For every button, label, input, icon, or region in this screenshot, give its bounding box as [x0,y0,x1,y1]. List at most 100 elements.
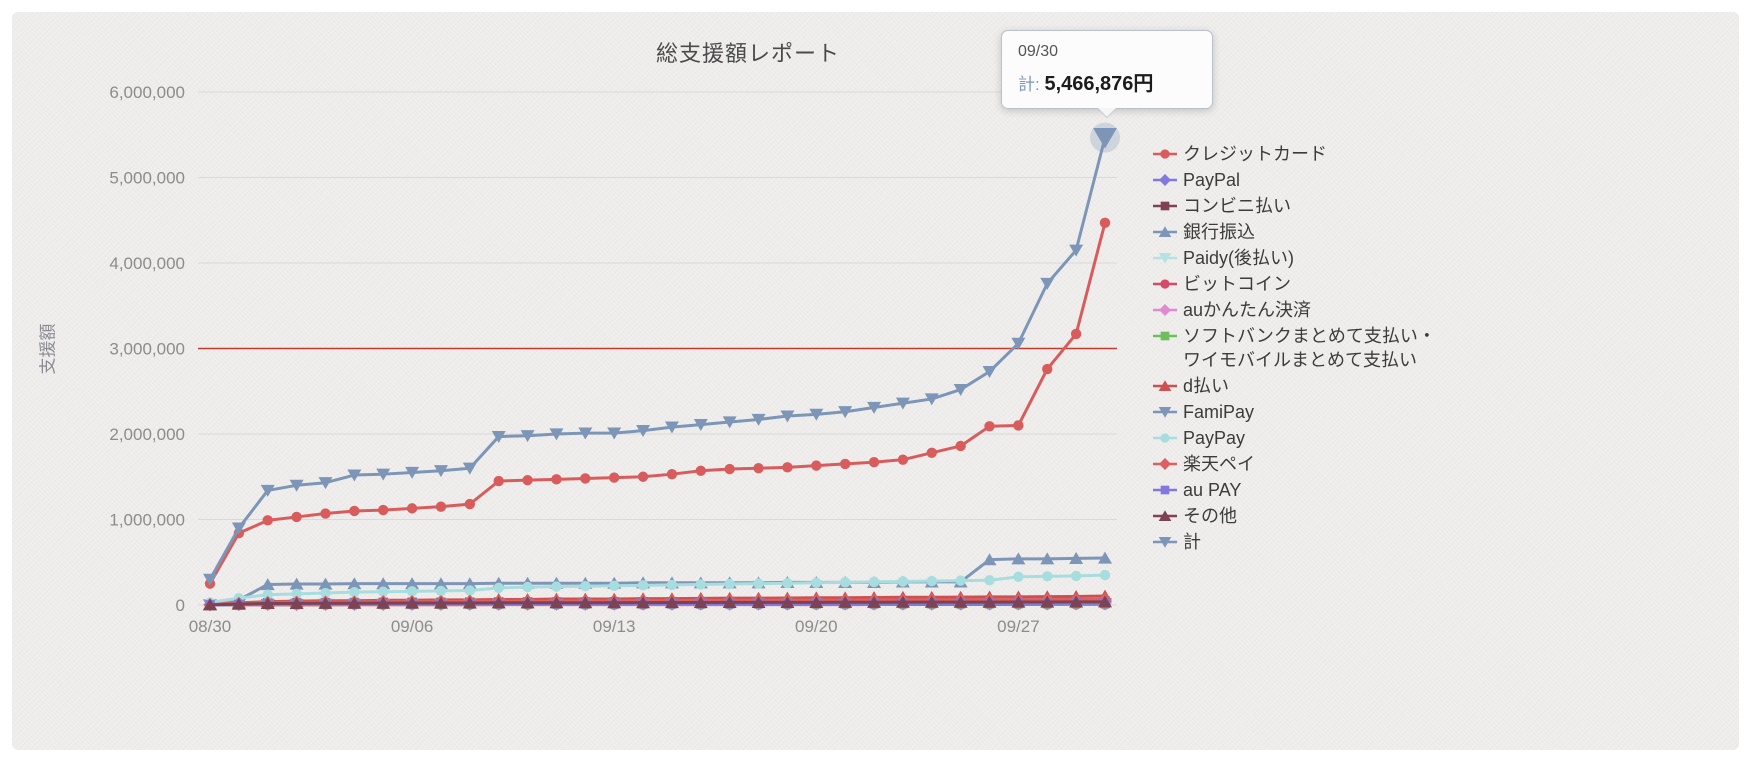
series-marker [780,410,795,423]
y-axis-title: 支援額 [38,323,58,375]
legend-item-9[interactable]: FamiPay [1152,400,1732,424]
legend-item-11[interactable]: 楽天ペイ [1152,452,1732,476]
legend: クレジットカード PayPal コンビニ払い 銀行振込 Paidy(後払い) ビットコイン… [1152,142,1732,556]
legend-marker-symbol [1158,252,1172,264]
legend-marker-icon [1153,433,1177,443]
tooltip-value: 5,466,876円 [1044,72,1154,95]
series-marker [637,580,649,591]
series-marker [347,596,362,609]
legend-item-6[interactable]: auかんたん決済 [1152,298,1732,322]
series-marker [1040,595,1055,608]
series-marker [203,598,217,611]
series-marker [1070,570,1082,582]
series-marker [435,501,447,512]
legend-item-3[interactable]: 銀行振込 [1152,220,1732,244]
series-marker [378,586,389,597]
series-line [208,221,1107,586]
legend-marker-icon [1153,201,1177,211]
series-marker [405,596,420,609]
series-marker [291,588,302,600]
series-marker [753,578,764,589]
series-13 [203,595,1112,611]
legend-marker-symbol [1159,304,1171,316]
series-marker [493,582,504,594]
series-marker [289,479,304,492]
legend-label: ソフトバンクまとめて支払い・ワイモバイルまとめて支払い [1183,326,1436,370]
legend-label: PayPal [1183,170,1241,190]
series-marker [462,596,477,609]
x-tick-label: 08/30 [189,617,232,636]
tooltip-date: 09/30 [1018,42,1059,60]
series-marker [1098,595,1112,608]
series-marker [491,596,506,609]
chart-canvas[interactable]: 0 1,000,000 2,000,000 3,000,000 4,000,000 5,0… [12,12,1739,750]
legend-item-13[interactable]: その他 [1152,504,1732,528]
series-marker [203,573,217,586]
series-marker [724,578,735,590]
series-marker [433,577,448,590]
series-marker [522,581,533,593]
series-marker [260,597,275,610]
series-marker [291,511,302,523]
series-marker [1042,571,1053,582]
series-marker [897,576,909,587]
series-marker [578,596,593,609]
legend-item-1[interactable]: PayPal [1152,168,1732,192]
legend-item-14[interactable]: 計 [1152,530,1732,554]
legend-marker-icon [1153,252,1177,264]
series-marker [260,578,275,591]
series-marker [953,595,968,608]
series-markers [204,217,1111,589]
series-marker [1069,244,1084,257]
series-marker [260,484,275,497]
series-marker [405,466,420,479]
series-10 [204,569,1111,608]
series-marker [839,458,851,470]
series-marker [318,577,333,590]
series-marker [1013,571,1024,582]
legend-label: auかんたん決済 [1183,300,1312,320]
series-marker [724,463,735,475]
x-tick-label: 09/20 [795,617,838,636]
series-marker [320,508,331,519]
series-marker [666,579,678,591]
legend-label: d払い [1183,376,1230,396]
series-marker [520,430,535,443]
series-marker [1070,328,1082,340]
series-marker [695,579,707,590]
legend-item-8[interactable]: d払い [1152,374,1732,398]
legend-marker-icon [1153,174,1177,186]
series-marker [551,581,562,592]
series-marker [262,589,273,600]
legend-marker-icon [1153,536,1177,548]
series-marker [868,576,880,588]
series-marker [838,595,853,608]
legend-marker-icon [1153,510,1177,522]
legend-marker-icon [1153,149,1177,159]
series-marker [435,585,447,597]
legend-item-0[interactable]: クレジットカード [1152,142,1732,166]
series-marker [867,401,882,414]
series-marker [867,595,882,608]
legend-marker-icon [1153,458,1177,470]
highlight-marker [1093,128,1117,149]
legend-marker-symbol [1160,279,1170,289]
series-marker [493,475,504,487]
series-marker [926,575,937,587]
series-marker [664,596,679,609]
series-marker [984,421,995,432]
series-marker [1069,552,1084,565]
series-marker [809,595,824,608]
legend-item-7[interactable]: ソフトバンクまとめて支払い・ワイモバイルまとめて支払い [1152,324,1732,372]
y-axis-labels: 0 1,000,000 2,000,000 3,000,000 4,000,000 5,0… [109,83,185,615]
legend-item-10[interactable]: PayPay [1152,426,1732,450]
series-marker [1013,420,1024,431]
legend-item-5[interactable]: ビットコイン [1152,272,1732,296]
y-tick-label: 4,000,000 [109,254,185,273]
series-marker [462,462,477,475]
series-marker [722,596,737,609]
legend-item-12[interactable]: au PAY [1152,478,1732,502]
legend-item-4[interactable]: Paidy(後払い) [1152,246,1732,270]
series-marker [924,393,939,406]
legend-item-2[interactable]: コンビニ払い [1152,194,1732,218]
